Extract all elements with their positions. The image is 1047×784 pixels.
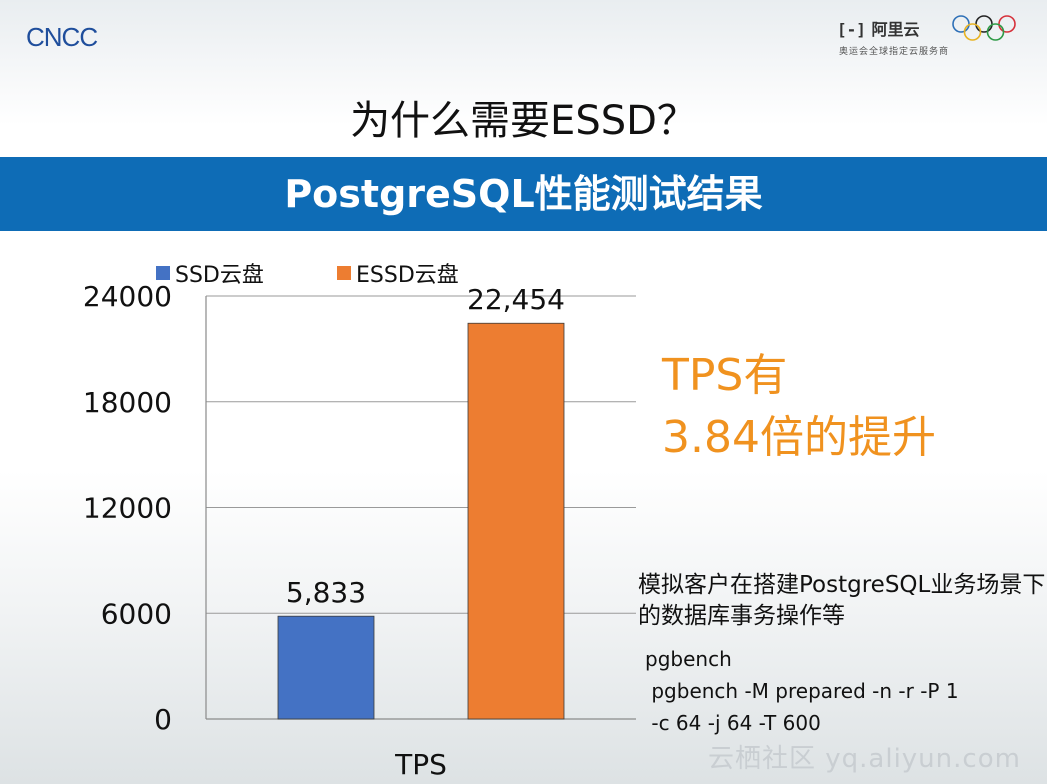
aliyun-brand-name: 阿里云 <box>871 20 920 39</box>
pgbench-command: pgbench pgbench -M prepared -n -r -P 1 -… <box>645 643 959 739</box>
x-category-label: TPS <box>394 748 447 781</box>
callout-line-2: 3.84倍的提升 <box>662 412 936 463</box>
benchmark-description: 模拟客户在搭建PostgreSQL业务场景下的数据库事务操作等 <box>638 572 1046 629</box>
banner-title: PostgreSQL性能测试结果 <box>0 157 1047 231</box>
callout-line-1: TPS有 <box>662 350 788 401</box>
cncc-logo: CNCC <box>26 22 98 52</box>
legend-label: ESSD云盘 <box>356 263 459 288</box>
legend-swatch <box>337 266 351 280</box>
legend-swatch <box>156 266 170 280</box>
tps-callout: TPS有 3.84倍的提升 <box>662 345 936 469</box>
olympic-rings-icon <box>952 15 1016 41</box>
bar-ssd <box>277 615 375 720</box>
y-tick-label: 0 <box>154 703 172 736</box>
y-tick-label: 6000 <box>101 597 172 630</box>
y-tick-label: 12000 <box>83 492 172 525</box>
y-tick-label: 18000 <box>83 386 172 419</box>
watermark: 云栖社区 yq.aliyun.com <box>708 744 1021 774</box>
legend-label: SSD云盘 <box>175 263 264 288</box>
aliyun-bracket-icon: [-] <box>837 20 866 39</box>
code-line: pgbench -M prepared -n -r -P 1 <box>645 679 959 703</box>
aliyun-logo: [-] 阿里云 奥运会全球指定云服务商 <box>837 14 1017 58</box>
y-tick-label: 24000 <box>83 280 172 313</box>
bar-essd <box>467 322 565 720</box>
aliyun-subtitle: 奥运会全球指定云服务商 <box>839 47 950 57</box>
data-label: 5,833 <box>286 576 366 609</box>
code-line: -c 64 -j 64 -T 600 <box>645 711 821 735</box>
code-line: pgbench <box>645 647 732 671</box>
data-label: 22,454 <box>467 283 565 316</box>
slide-title: 为什么需要ESSD？ <box>350 98 697 144</box>
